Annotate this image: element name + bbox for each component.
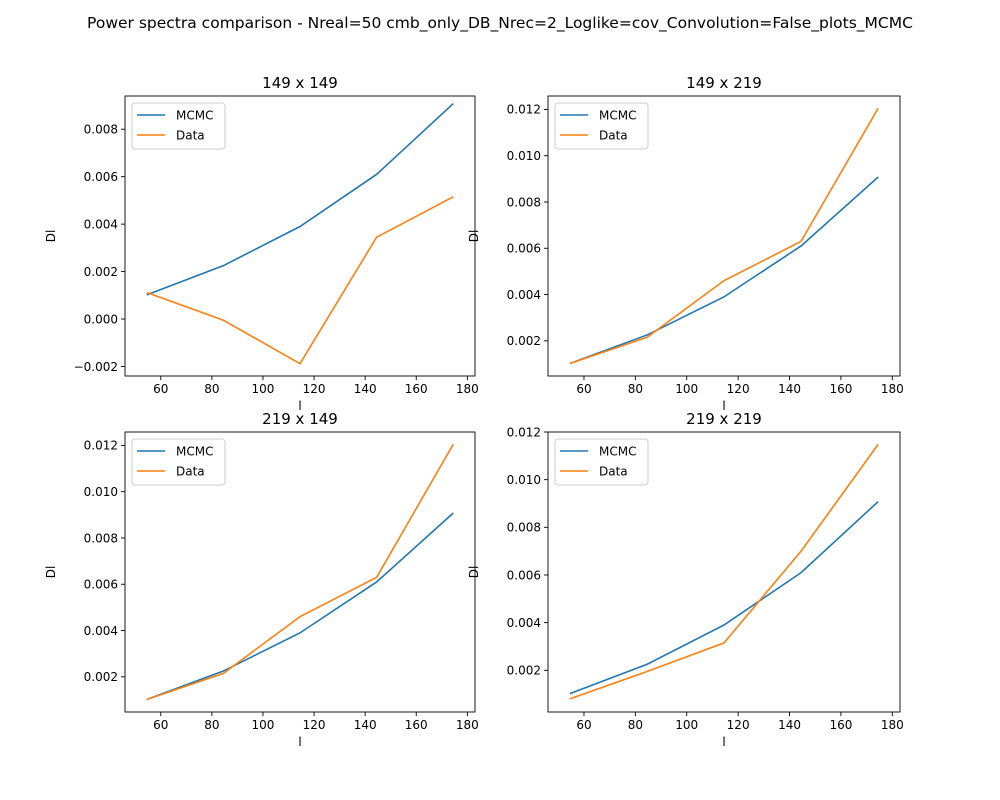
x-tick-label: 140 [778, 382, 801, 396]
subplot-title: 149 x 149 [262, 74, 338, 92]
legend: MCMC Data [554, 102, 649, 150]
x-tick-label: 160 [405, 382, 428, 396]
subplots-grid: 149 x 149 60 80 100 120 140 160 180 −0.002 0.000 0… [44, 74, 904, 749]
x-axis-label: l [722, 399, 725, 413]
series-line-data [146, 196, 454, 365]
x-tick-label: 160 [829, 382, 852, 396]
x-tick-label: 80 [204, 382, 219, 396]
series-line-data [146, 443, 454, 701]
x-tick-label: 180 [456, 382, 479, 396]
y-tick-label: 0.002 [507, 664, 541, 678]
y-tick-label: 0.002 [84, 265, 118, 279]
y-tick-label: 0.008 [84, 123, 118, 137]
y-tick-label: 0.004 [507, 616, 541, 630]
x-tick-label: 100 [252, 718, 275, 732]
x-tick-label: 120 [727, 382, 750, 396]
legend-label: MCMC [599, 444, 636, 458]
y-tick-label: 0.006 [84, 578, 118, 592]
y-axis-label: Dl [44, 566, 58, 579]
subplot: 149 x 219 60 80 100 120 140 160 180 0.002 0.004 0.… [467, 74, 904, 413]
subplot: 219 x 149 60 80 100 120 140 160 180 0.002 0.004 0.… [44, 410, 479, 749]
legend: MCMC Data [131, 438, 226, 486]
x-tick-label: 60 [153, 718, 168, 732]
x-tick-label: 80 [628, 382, 643, 396]
legend-label: Data [176, 464, 205, 478]
y-tick-label: 0.010 [507, 473, 541, 487]
series-line-data [569, 107, 879, 365]
subplot-title: 149 x 219 [686, 74, 762, 92]
axes-frame [547, 95, 901, 377]
x-axis-label: l [298, 735, 301, 749]
x-axis-label: l [298, 399, 301, 413]
legend-label: MCMC [599, 108, 636, 122]
legend-label: Data [599, 464, 628, 478]
series-line-mcmc [146, 512, 454, 701]
subplot: 219 x 219 60 80 100 120 140 160 180 0.002 0.004 0.… [467, 410, 904, 749]
y-tick-label: 0.010 [507, 149, 541, 163]
axes-frame [547, 431, 901, 713]
legend-label: MCMC [176, 444, 213, 458]
x-tick-label: 100 [675, 382, 698, 396]
y-tick-label: 0.008 [84, 531, 118, 545]
legend-label: Data [176, 128, 205, 142]
y-tick-label: 0.004 [507, 288, 541, 302]
y-tick-label: 0.000 [84, 312, 118, 326]
legend-label: MCMC [176, 108, 213, 122]
y-tick-label: 0.010 [84, 485, 118, 499]
x-tick-label: 140 [778, 718, 801, 732]
series-line-mcmc [569, 176, 879, 365]
y-tick-label: 0.012 [507, 425, 541, 439]
x-tick-label: 180 [881, 718, 904, 732]
legend-label: Data [599, 128, 628, 142]
y-tick-label: 0.008 [507, 195, 541, 209]
x-tick-label: 60 [576, 718, 591, 732]
subplot: 149 x 149 60 80 100 120 140 160 180 −0.002 0.000 0… [44, 74, 479, 413]
x-tick-label: 60 [153, 382, 168, 396]
x-tick-label: 80 [204, 718, 219, 732]
y-tick-label: 0.006 [84, 170, 118, 184]
x-tick-label: 180 [456, 718, 479, 732]
y-axis-label: Dl [44, 230, 58, 243]
y-tick-label: 0.004 [84, 624, 118, 638]
y-tick-label: 0.004 [84, 217, 118, 231]
x-tick-label: 120 [303, 382, 326, 396]
series-line-mcmc [569, 500, 879, 695]
x-tick-label: 160 [829, 718, 852, 732]
y-tick-label: 0.006 [507, 568, 541, 582]
y-tick-label: 0.002 [507, 334, 541, 348]
y-tick-label: 0.012 [84, 439, 118, 453]
x-tick-label: 80 [628, 718, 643, 732]
axes-frame [124, 431, 476, 713]
y-tick-label: 0.012 [507, 103, 541, 117]
legend: MCMC Data [131, 102, 226, 150]
series-line-mcmc [146, 103, 454, 296]
axes-frame [124, 95, 476, 377]
series-line-data [569, 443, 879, 700]
y-tick-label: −0.002 [74, 360, 118, 374]
y-tick-label: 0.006 [507, 242, 541, 256]
x-tick-label: 180 [881, 382, 904, 396]
y-axis-label: Dl [467, 566, 481, 579]
y-tick-label: 0.002 [84, 670, 118, 684]
x-tick-label: 100 [252, 382, 275, 396]
x-tick-label: 120 [727, 718, 750, 732]
x-tick-label: 140 [354, 382, 377, 396]
x-tick-label: 100 [675, 718, 698, 732]
subplot-title: 219 x 149 [262, 410, 338, 428]
x-tick-label: 120 [303, 718, 326, 732]
x-tick-label: 60 [576, 382, 591, 396]
x-tick-label: 140 [354, 718, 377, 732]
legend: MCMC Data [554, 438, 649, 486]
x-axis-label: l [722, 735, 725, 749]
y-axis-label: Dl [467, 230, 481, 243]
subplot-title: 219 x 219 [686, 410, 762, 428]
figure-title: Power spectra comparison - Nreal=50 cmb_… [87, 14, 913, 33]
y-tick-label: 0.008 [507, 521, 541, 535]
x-tick-label: 160 [405, 718, 428, 732]
